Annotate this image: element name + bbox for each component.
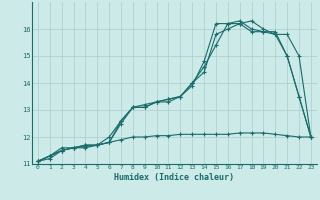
X-axis label: Humidex (Indice chaleur): Humidex (Indice chaleur)	[115, 173, 234, 182]
